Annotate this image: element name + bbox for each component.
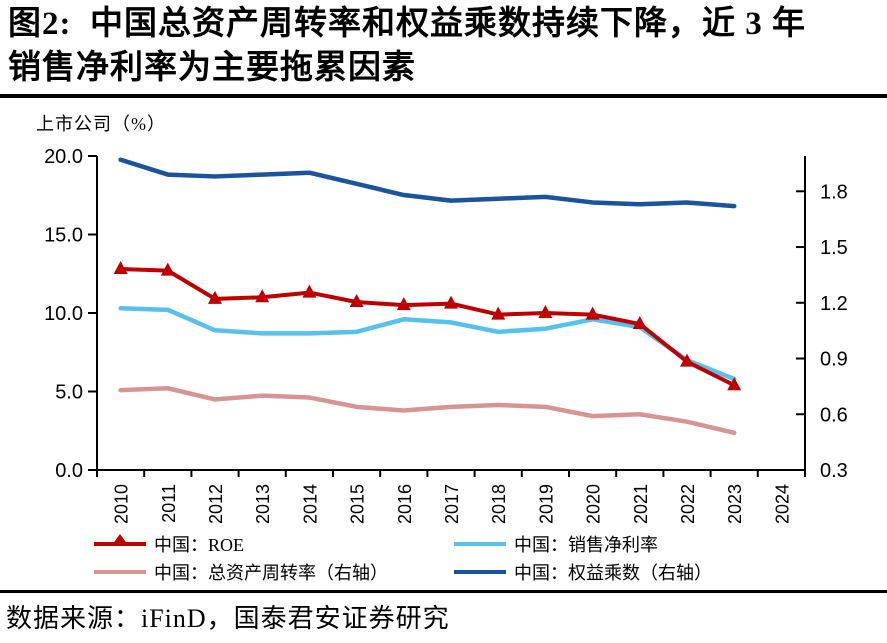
series-0-triangle-marker (727, 377, 742, 391)
legend-item-asset-turnover: 中国：总资产周转率（右轴） (94, 559, 454, 584)
series-0-triangle-marker (491, 306, 506, 320)
roe-line-swatch (94, 533, 146, 546)
axis-unit-label: 上市公司（%） (36, 114, 166, 134)
series-0-triangle-marker (632, 315, 647, 329)
figure-title-line-2: 销售净利率为主要拖累因素 (8, 50, 416, 86)
x-axis-year-label: 2010 (112, 484, 132, 524)
series-0-triangle-marker (444, 295, 458, 309)
series-line-3 (118, 157, 737, 209)
x-axis-year-label: 2021 (631, 484, 651, 524)
x-axis-year-label: 2015 (348, 484, 368, 524)
right-axis-tick-label: 1.8 (820, 181, 848, 203)
right-axis-tick-label: 0.3 (820, 460, 848, 482)
series-0-triangle-marker (113, 261, 128, 275)
figure-title: 图2: 中国总资产周转率和权益乘数持续下降，近 3 年 销售净利率为主要拖累因素 (8, 2, 884, 90)
series-line-0 (118, 267, 737, 388)
x-axis-year-label: 2020 (584, 484, 604, 524)
right-axis-tick-label: 0.9 (820, 349, 848, 371)
chart-svg: 20.0 15.0 10.0 5.0 0.0 1.8 1.5 1.2 0.9 0.6 0.3 2010… (44, 146, 848, 524)
x-axis-year-label: 2022 (678, 484, 698, 524)
x-axis-year-label: 2013 (253, 484, 273, 524)
series-0-triangle-marker (255, 289, 270, 303)
x-axis-year-label: 2014 (300, 484, 320, 524)
series-0-triangle-marker (585, 306, 600, 320)
x-axis-year-label: 2024 (772, 484, 792, 524)
x-axis-year-label: 2016 (395, 484, 415, 524)
legend-label-net-margin: 中国：销售净利率 (514, 534, 658, 555)
title-divider-rule (0, 94, 887, 98)
legend-item-equity-multiplier: 中国：权益乘数（右轴） (454, 559, 712, 584)
legend-item-roe: 中国：ROE (94, 531, 454, 556)
left-axis-tick-label: 15.0 (44, 225, 83, 247)
right-axis-tick-label: 1.5 (820, 237, 848, 259)
series-line-1 (118, 306, 737, 382)
source-divider-rule (0, 590, 887, 593)
series-0-triangle-marker (680, 353, 694, 367)
right-axis-tick-label: 1.2 (820, 293, 848, 315)
legend-label-equity-multiplier: 中国：权益乘数（右轴） (514, 562, 712, 583)
asset-turnover-line-swatch (94, 569, 146, 574)
series-0-triangle-marker (302, 284, 317, 298)
net-margin-line-swatch (454, 541, 506, 546)
left-axis-tick-label: 5.0 (55, 382, 83, 404)
legend-item-net-margin: 中国：销售净利率 (454, 531, 712, 556)
x-axis-year-label: 2017 (442, 484, 462, 524)
series-0-triangle-marker (538, 305, 553, 318)
x-axis-year-label: 2018 (489, 484, 509, 524)
series-0-triangle-marker (160, 262, 175, 276)
left-axis-tick-label: 10.0 (44, 303, 83, 325)
left-axis-tick-label: 20.0 (44, 146, 83, 168)
x-axis-year-label: 2011 (159, 484, 179, 523)
equity-multiplier-line-swatch (454, 569, 506, 574)
legend-label-roe: 中国：ROE (154, 534, 244, 555)
triangle-marker-icon (112, 533, 128, 545)
x-axis-year-label: 2023 (725, 484, 745, 524)
x-axis-year-label: 2012 (206, 484, 226, 524)
data-source-text: 数据来源：iFinD，国泰君安证券研究 (6, 604, 450, 633)
series-0-triangle-marker (396, 297, 411, 311)
series-0-triangle-marker (208, 290, 222, 304)
series-line-2 (118, 385, 737, 436)
series-0-triangle-marker (349, 294, 364, 308)
right-axis-tick-label: 0.6 (820, 404, 848, 426)
chart-legend: 中国：ROE 中国：销售净利率 中国：总资产周转率（右轴） 中国：权益乘数（右轴… (94, 531, 712, 584)
figure-title-line-1: 图2: 中国总资产周转率和权益乘数持续下降，近 3 年 (8, 6, 806, 42)
x-axis-year-label: 2019 (536, 484, 556, 524)
legend-label-asset-turnover: 中国：总资产周转率（右轴） (154, 562, 388, 583)
left-axis-tick-label: 0.0 (55, 460, 83, 482)
